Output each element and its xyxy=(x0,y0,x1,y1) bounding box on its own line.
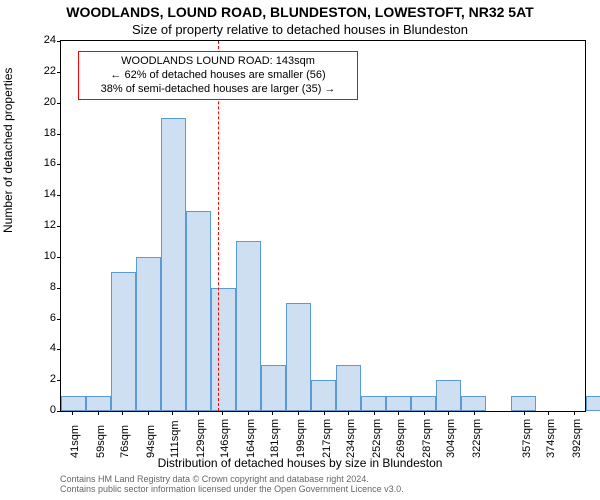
histogram-bar xyxy=(61,396,86,411)
plot-area: WOODLANDS LOUND ROAD: 143sqm← 62% of det… xyxy=(60,40,586,412)
x-tick-label: 129sqm xyxy=(195,419,207,458)
histogram-bar xyxy=(511,396,536,411)
y-tick-label: 24 xyxy=(16,34,56,46)
histogram-bar xyxy=(361,396,386,411)
x-tick-label: 287sqm xyxy=(421,419,433,458)
chart-root: WOODLANDS, LOUND ROAD, BLUNDESTON, LOWES… xyxy=(0,0,600,500)
annotation-line-2: ← 62% of detached houses are smaller (56… xyxy=(85,69,351,83)
y-tick-label: 20 xyxy=(16,96,56,108)
x-tick-label: 269sqm xyxy=(395,419,407,458)
x-tick-label: 146sqm xyxy=(219,419,231,458)
chart-title-main: WOODLANDS, LOUND ROAD, BLUNDESTON, LOWES… xyxy=(0,4,600,20)
x-tick-label: 76sqm xyxy=(119,425,131,458)
x-tick-label: 164sqm xyxy=(245,419,257,458)
x-tick-label: 199sqm xyxy=(295,419,307,458)
y-tick-label: 8 xyxy=(16,281,56,293)
histogram-bar xyxy=(86,396,111,411)
histogram-bar xyxy=(211,288,236,411)
x-tick-label: 111sqm xyxy=(169,420,181,458)
histogram-bar xyxy=(186,211,211,411)
y-axis-label: Number of detached properties xyxy=(1,68,15,233)
histogram-bar xyxy=(311,380,336,411)
annotation-line-1: WOODLANDS LOUND ROAD: 143sqm xyxy=(85,55,351,69)
footer-line-1: Contains HM Land Registry data © Crown c… xyxy=(60,474,404,484)
y-tick-label: 2 xyxy=(16,373,56,385)
histogram-bar xyxy=(461,396,486,411)
y-tick-label: 18 xyxy=(16,127,56,139)
histogram-bar xyxy=(136,257,161,411)
footer-line-2: Contains public sector information licen… xyxy=(60,484,404,494)
chart-title-sub: Size of property relative to detached ho… xyxy=(0,22,600,37)
plot-inner: WOODLANDS LOUND ROAD: 143sqm← 62% of det… xyxy=(61,41,585,411)
histogram-bar xyxy=(336,365,361,411)
histogram-bar xyxy=(111,272,136,411)
annotation-box: WOODLANDS LOUND ROAD: 143sqm← 62% of det… xyxy=(78,51,358,100)
y-tick-label: 6 xyxy=(16,312,56,324)
x-tick-label: 234sqm xyxy=(345,419,357,458)
y-tick-label: 4 xyxy=(16,342,56,354)
footer-attribution: Contains HM Land Registry data © Crown c… xyxy=(60,474,404,495)
x-tick-label: 357sqm xyxy=(521,419,533,458)
histogram-bar xyxy=(161,118,186,411)
histogram-bar xyxy=(436,380,461,411)
y-tick-label: 16 xyxy=(16,157,56,169)
histogram-bar xyxy=(411,396,436,411)
x-tick-label: 181sqm xyxy=(269,419,281,458)
x-tick-label: 252sqm xyxy=(371,419,383,458)
histogram-bar xyxy=(586,396,600,411)
x-tick-label: 94sqm xyxy=(145,425,157,458)
x-tick-label: 217sqm xyxy=(321,419,333,458)
y-tick-label: 14 xyxy=(16,188,56,200)
x-tick-label: 322sqm xyxy=(471,419,483,458)
x-axis-label: Distribution of detached houses by size … xyxy=(0,456,600,470)
histogram-bar xyxy=(286,303,311,411)
histogram-bar xyxy=(261,365,286,411)
y-tick-label: 0 xyxy=(16,404,56,416)
x-tick-label: 59sqm xyxy=(95,425,107,458)
y-tick-label: 10 xyxy=(16,250,56,262)
x-tick-label: 304sqm xyxy=(445,419,457,458)
histogram-bar xyxy=(386,396,411,411)
y-tick-label: 22 xyxy=(16,65,56,77)
histogram-bar xyxy=(236,241,261,411)
y-tick-label: 12 xyxy=(16,219,56,231)
x-tick-label: 374sqm xyxy=(545,419,557,458)
annotation-line-3: 38% of semi-detached houses are larger (… xyxy=(85,83,351,97)
x-tick-label: 41sqm xyxy=(69,425,81,458)
x-tick-label: 392sqm xyxy=(571,419,583,458)
